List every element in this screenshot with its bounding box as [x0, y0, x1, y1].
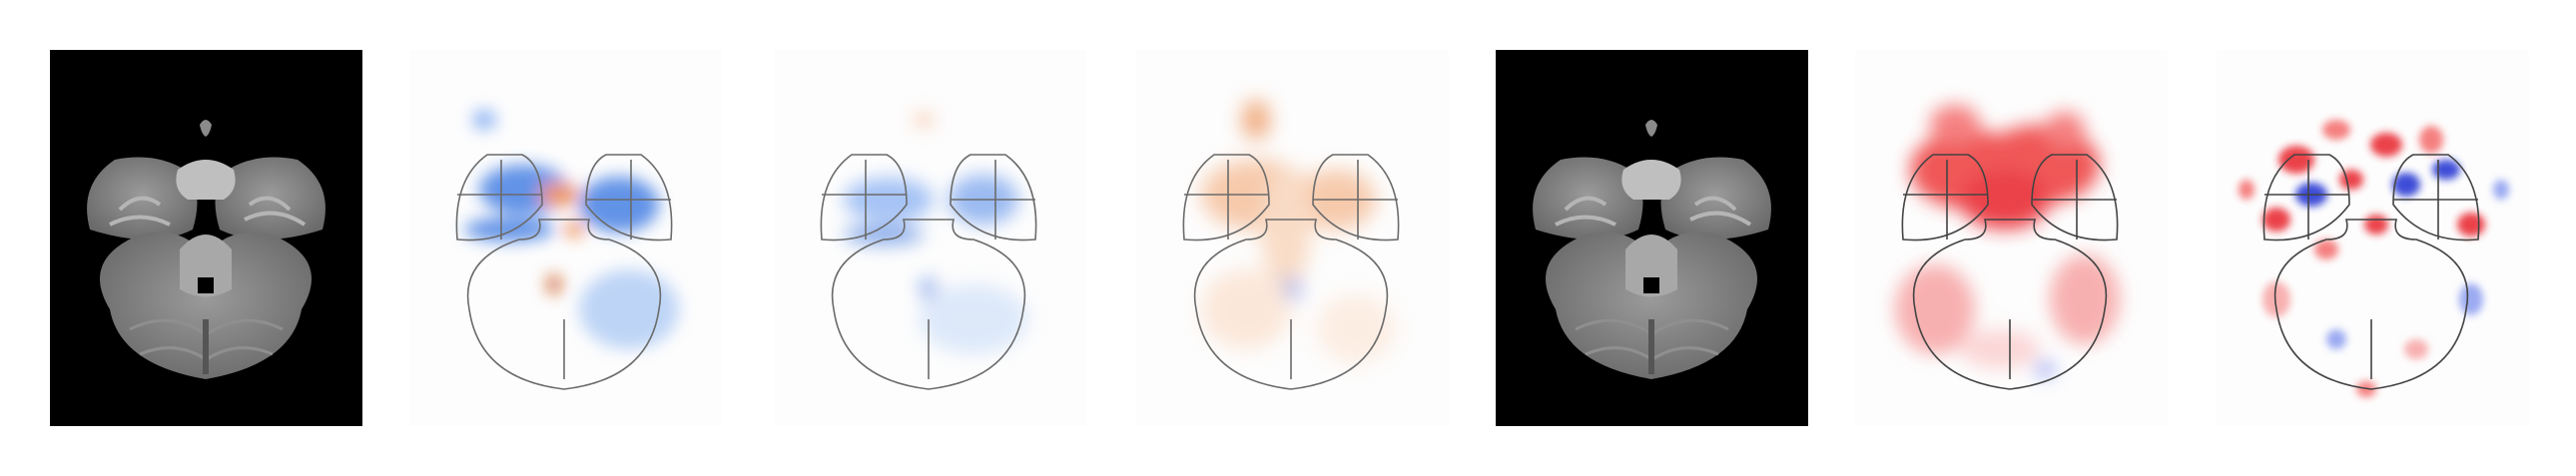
overlay-panel-3: [774, 50, 1086, 426]
anatomy-panel-2: [1496, 50, 1808, 426]
anatomy-panel-1: [50, 50, 362, 426]
activation-map-blue-1: [455, 110, 679, 390]
overlay-panel-7: [2217, 50, 2529, 426]
activation-map-red: [1895, 105, 2120, 390]
activation-map-orange: [1182, 100, 1400, 390]
brain-anatomy-image-2: [1533, 120, 1771, 379]
activation-map-blue-2: [820, 112, 1037, 390]
activation-map-noise: [2239, 120, 2509, 397]
brain-anatomy-image: [87, 120, 325, 379]
overlay-panel-4: [1136, 50, 1449, 426]
overlay-panel-6: [1855, 50, 2168, 426]
overlay-panel-2: [409, 50, 722, 426]
